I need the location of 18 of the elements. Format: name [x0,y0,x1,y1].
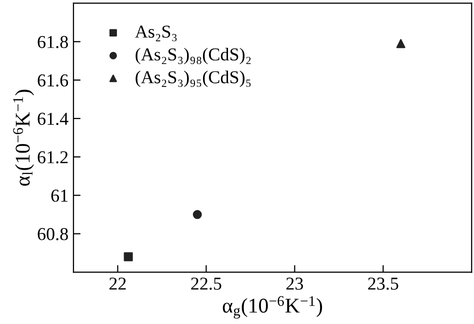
point [192,210,202,220]
y-axis-title: α$_{l}$(10$^{−6}$K$^{−1}$) [13,90,34,186]
x-tick-label: 23 [286,278,303,290]
y-tick-label: 61.4 [38,112,68,126]
legend-label: As₂S₃ [135,26,177,42]
legend-label: (As₂S₃)₉₅(CdS)₅ [136,70,251,87]
x-axis-title: α$_{g}$(10$^{−6}$K$^{−1}$) [222,296,322,319]
y-tick-label: 60.8 [38,228,68,240]
x-tick-label: 23.5 [368,278,398,290]
legend-label: (As₂S₃)₉₈(CdS)₂ [136,48,251,64]
y-tick-label: 61.8 [38,36,68,48]
point [396,39,406,48]
point [124,252,133,262]
x-tick-label: 22 [109,278,126,290]
x-tick-label: 22.5 [191,278,222,290]
y-tick-label: 61.6 [38,74,68,87]
y-tick-label: 61.2 [38,151,68,164]
y-tick-label: 61 [51,190,68,202]
